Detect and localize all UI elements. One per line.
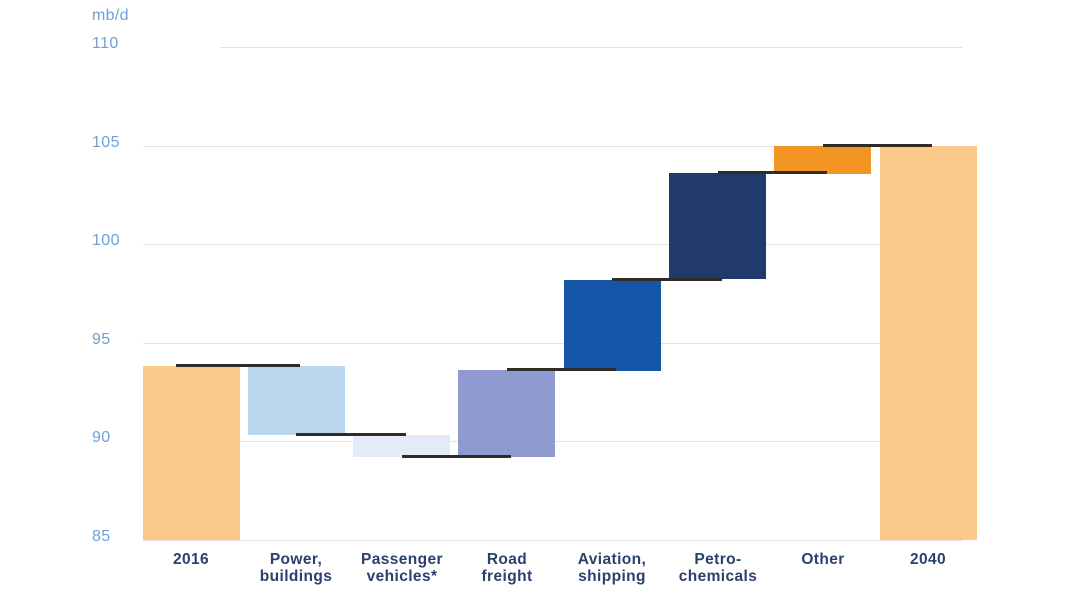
- bar-2040: [880, 146, 977, 540]
- bar-petro-chemicals: [669, 173, 766, 279]
- x-category-label-2040: 2040: [853, 551, 1003, 568]
- y-tick-label-90: 90: [92, 429, 111, 446]
- x-category-label-line: vehicles*: [366, 568, 438, 585]
- x-category-label-line: Petro-: [694, 551, 742, 568]
- x-category-label-line: Power,: [269, 551, 323, 568]
- connector-line-4: [507, 368, 616, 371]
- connector-line-5: [612, 278, 722, 281]
- x-category-label-line: chemicals: [678, 568, 758, 585]
- connector-line-6: [718, 171, 827, 174]
- x-category-label-line: 2016: [172, 551, 210, 568]
- bar-other: [774, 146, 871, 174]
- bar-passenger-vehicles: [353, 435, 450, 457]
- x-category-label-line: Passenger: [360, 551, 443, 568]
- bar-2016: [143, 366, 240, 540]
- y-tick-label-110: 110: [92, 35, 119, 52]
- x-category-label-line: buildings: [259, 568, 333, 585]
- gridline-100: [143, 244, 962, 245]
- y-tick-label-105: 105: [92, 134, 120, 151]
- connector-line-1: [176, 364, 300, 367]
- x-category-label-line: Other: [801, 551, 845, 568]
- y-tick-label-85: 85: [92, 528, 111, 545]
- x-category-label-passenger-vehicles: Passenger vehicles*: [327, 551, 477, 585]
- x-category-label-road-freight: Road freight: [432, 551, 582, 585]
- x-category-label-other: Other: [748, 551, 898, 568]
- x-category-label-2016: 2016: [116, 551, 266, 568]
- y-axis-unit-label: mb/d: [92, 7, 129, 24]
- x-category-label-line: shipping: [578, 568, 646, 585]
- connector-line-7: [823, 144, 932, 147]
- gridline-85: [143, 540, 962, 541]
- bar-power-buildings: [248, 366, 345, 435]
- x-category-label-line: Aviation,: [577, 551, 647, 568]
- y-tick-label-95: 95: [92, 331, 111, 348]
- connector-line-2: [296, 433, 406, 436]
- gridline-110: [220, 47, 962, 48]
- x-category-label-line: freight: [481, 568, 533, 585]
- bar-road-freight: [458, 370, 555, 457]
- gridline-95: [143, 343, 962, 344]
- bar-aviation-shipping: [564, 280, 661, 371]
- x-category-label-line: 2040: [909, 551, 947, 568]
- x-category-label-power-buildings: Power, buildings: [221, 551, 371, 585]
- x-category-label-line: Road: [486, 551, 528, 568]
- x-category-label-aviation-shipping: Aviation, shipping: [537, 551, 687, 585]
- y-tick-label-100: 100: [92, 232, 120, 249]
- connector-line-3: [402, 455, 511, 458]
- gridline-105: [143, 146, 962, 147]
- x-category-label-petro-chemicals: Petro-chemicals: [643, 551, 793, 585]
